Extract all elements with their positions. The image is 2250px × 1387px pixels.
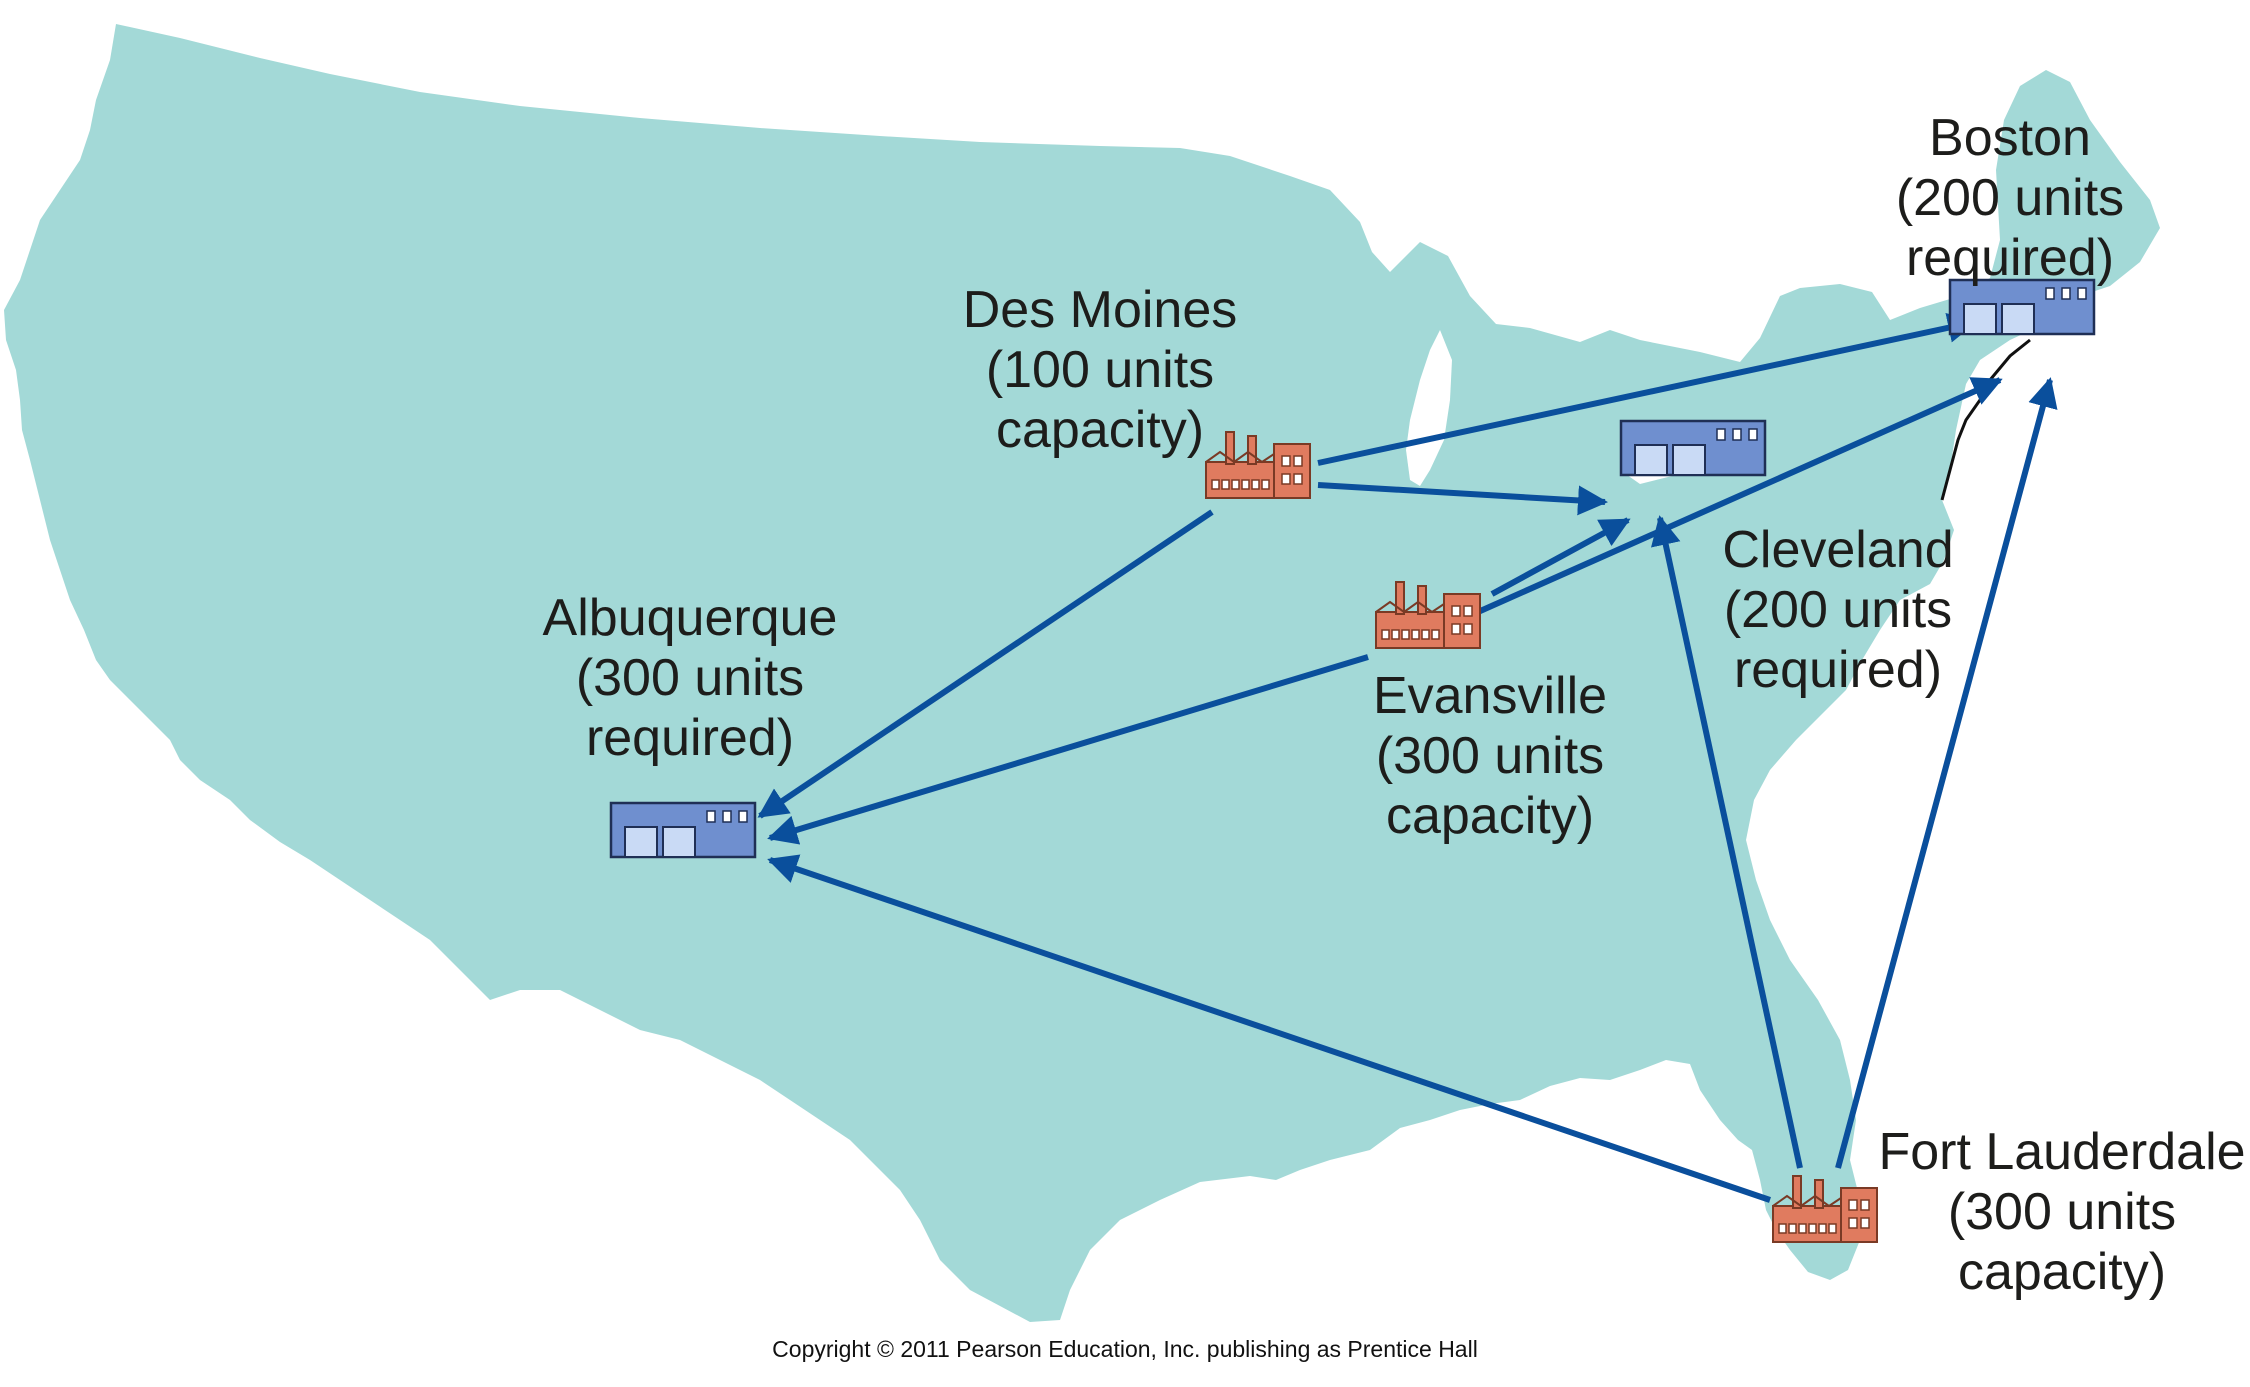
route-arrow-evansville-to-cleveland <box>1490 517 1631 597</box>
label-cleveland-detail-1: (200 units <box>1723 581 1953 639</box>
route-arrow-des-moines-to-boston <box>1317 312 1978 466</box>
label-cleveland-detail-2: required) <box>1733 641 1943 699</box>
boston-warehouse-icon <box>1948 278 2096 336</box>
label-des-moines-name: Des Moines <box>962 281 1238 339</box>
us-mainland-land <box>4 24 2160 1322</box>
lake-michigan <box>1406 330 1452 486</box>
label-boston-detail-1: (200 units <box>1895 169 2125 227</box>
label-boston-name: Boston <box>1929 109 2091 167</box>
route-arrow-fort-lauderdale-to-cleveland <box>1651 515 1803 1169</box>
route-arrow-evansville-to-albuquerque <box>767 654 1369 845</box>
label-fort-lauderdale-detail-2: capacity) <box>1957 1243 2167 1301</box>
cleveland-warehouse-icon <box>1619 419 1767 477</box>
label-des-moines-detail-2: capacity) <box>995 401 1205 459</box>
label-des-moines: Des Moines (100 units capacity) <box>950 280 1250 460</box>
label-albuquerque-name: Albuquerque <box>542 589 838 647</box>
label-evansville-detail-2: capacity) <box>1385 787 1595 845</box>
label-boston-detail-2: required) <box>1905 229 2115 287</box>
label-fort-lauderdale-name: Fort Lauderdale <box>1878 1123 2246 1181</box>
label-des-moines-detail-1: (100 units <box>985 341 1215 399</box>
label-fort-lauderdale: Fort Lauderdale (300 units capacity) <box>1874 1122 2250 1302</box>
label-albuquerque-detail-1: (300 units <box>575 649 805 707</box>
northeast-coastline <box>1940 338 2031 501</box>
route-arrow-fort-lauderdale-to-boston <box>1835 377 2058 1169</box>
label-evansville: Evansville (300 units capacity) <box>1350 666 1630 846</box>
route-arrow-fort-lauderdale-to-albuquerque <box>767 854 1771 1203</box>
label-cleveland-name: Cleveland <box>1722 521 1954 579</box>
label-evansville-name: Evansville <box>1372 667 1608 725</box>
albuquerque-warehouse-icon <box>609 801 757 859</box>
label-evansville-detail-1: (300 units <box>1375 727 1605 785</box>
label-albuquerque-detail-2: required) <box>585 709 795 767</box>
label-fort-lauderdale-detail-1: (300 units <box>1947 1183 2177 1241</box>
route-arrow-evansville-to-boston <box>1476 377 2003 615</box>
label-cleveland: Cleveland (200 units required) <box>1708 520 1968 700</box>
label-albuquerque: Albuquerque (300 units required) <box>520 588 860 768</box>
routes-layer <box>757 312 2058 1203</box>
label-boston: Boston (200 units required) <box>1885 108 2135 288</box>
route-arrow-des-moines-to-cleveland <box>1317 482 1608 516</box>
route-arrow-des-moines-to-albuquerque <box>757 509 1214 819</box>
copyright-notice: Copyright © 2011 Pearson Education, Inc.… <box>772 1336 1478 1362</box>
